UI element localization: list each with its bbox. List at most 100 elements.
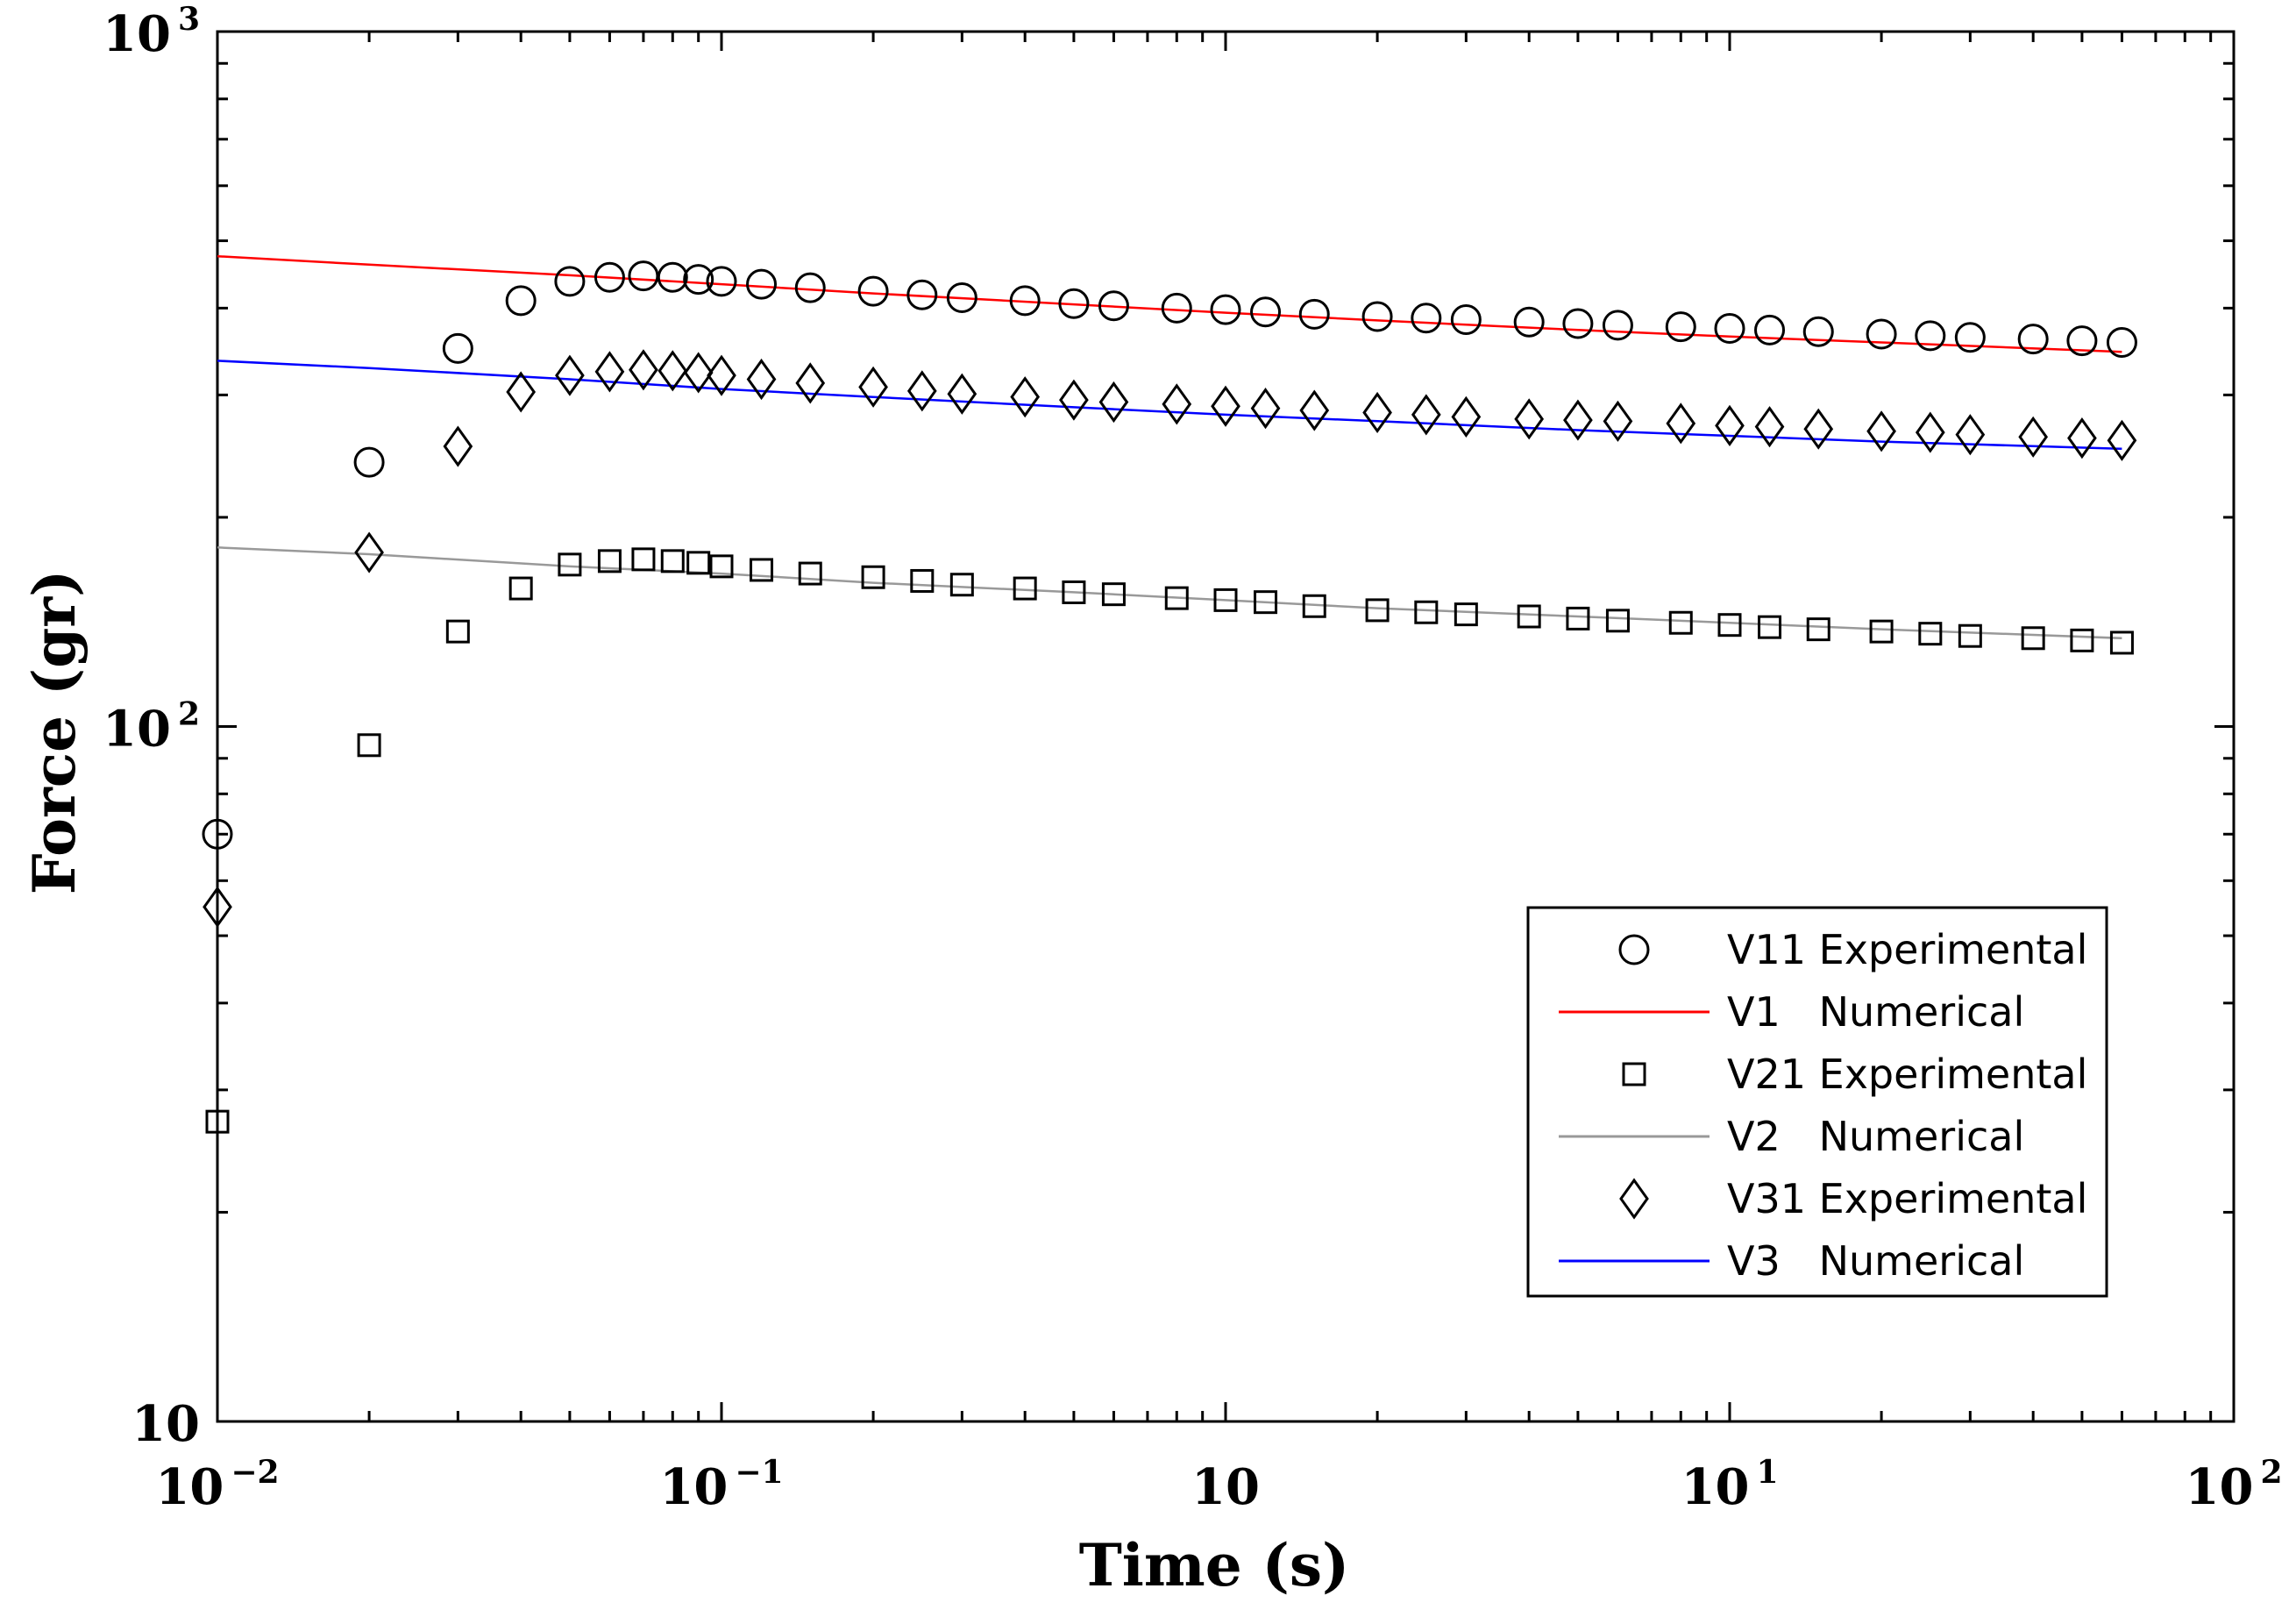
data-point-diamond [858, 366, 888, 408]
series-line [217, 546, 2122, 640]
x-tick-labels: 10 −2 10 −1 10 10 1 10 2 [155, 1454, 2282, 1516]
legend-label: V2 Numerical [1727, 1113, 2024, 1160]
data-point-square [709, 554, 734, 579]
data-point-diamond [2107, 419, 2137, 461]
data-point-diamond [1098, 381, 1129, 424]
data-point-circle [2066, 325, 2098, 357]
data-point-diamond [1299, 389, 1330, 431]
data-point-circle [1714, 312, 1745, 344]
y-axis-title: Force (gr) [20, 570, 89, 895]
data-point-diamond [683, 352, 714, 394]
data-point-square [1013, 576, 1037, 601]
data-point-diamond [629, 349, 658, 391]
y-tick-label: 10 3 [103, 1, 200, 63]
series-lines [217, 254, 2122, 640]
data-point-square [1164, 586, 1189, 610]
data-point-square [910, 568, 935, 593]
data-point-circle [1513, 306, 1545, 338]
data-point-square [861, 565, 885, 589]
data-point-circle [353, 446, 385, 478]
legend-box [1526, 906, 2108, 1298]
data-point-circle [1098, 290, 1129, 322]
data-point-circle [706, 266, 737, 297]
data-point-diamond [594, 351, 625, 393]
legend-marker-square [1622, 1062, 1646, 1086]
y-tick-label: 10 [132, 1395, 200, 1453]
data-point-square [1605, 609, 1630, 633]
data-point-square [750, 558, 774, 582]
data-point-diamond [354, 531, 384, 573]
data-point-diamond [1715, 404, 1745, 446]
data-point-diamond [1451, 395, 1482, 438]
data-point-square [798, 561, 822, 586]
data-point-square [1668, 610, 1693, 635]
data-point-diamond [947, 373, 977, 415]
data-point-circle [1866, 318, 1897, 350]
data-point-circle [2017, 324, 2049, 355]
data-point-diamond [1563, 399, 1593, 441]
data-point-diamond [1250, 388, 1281, 430]
legend-label: V21 Experimental [1727, 1051, 2087, 1098]
data-point-circle [1450, 304, 1482, 336]
data-point-diamond [506, 371, 537, 413]
data-point-square [558, 552, 582, 577]
data-point-diamond [2067, 417, 2097, 459]
data-point-diamond [1514, 398, 1545, 440]
data-point-circle [554, 266, 586, 297]
data-point-diamond [555, 354, 585, 396]
data-point-diamond [1866, 410, 1896, 452]
data-point-square [205, 1109, 230, 1134]
data-point-circle [2106, 327, 2137, 359]
data-point-circle [505, 285, 537, 317]
data-point-square [508, 576, 533, 601]
data-point-diamond [707, 354, 736, 396]
data-point-circle [906, 279, 938, 310]
data-point-square [1101, 582, 1126, 607]
data-point-circle [1250, 296, 1282, 328]
legend-label: V1 Numerical [1727, 988, 2024, 1036]
data-point-circle [202, 818, 233, 850]
data-point-square [1213, 588, 1238, 612]
y-tick-label: 10 2 [103, 696, 200, 759]
data-point-square [597, 549, 622, 573]
x-tick-label: 10 [1191, 1458, 1260, 1516]
data-point-diamond [1915, 411, 1945, 453]
legend-label: V31 Experimental [1727, 1175, 2087, 1222]
data-point-circle [657, 261, 688, 293]
data-point-diamond [1754, 406, 1785, 448]
data-point-circle [946, 282, 977, 314]
data-point-diamond [795, 362, 826, 404]
series-markers [202, 260, 2137, 1134]
data-point-square [660, 549, 685, 573]
data-point-square [2070, 628, 2094, 652]
data-point-diamond [1666, 402, 1696, 445]
data-point-diamond [1955, 414, 1986, 456]
data-point-square [2021, 626, 2045, 651]
legend-label: V11 Experimental [1727, 926, 2087, 973]
data-point-square [1918, 622, 1943, 646]
legend-marker-diamond [1619, 1178, 1649, 1220]
data-point-diamond [1603, 400, 1633, 442]
data-point-square [1254, 590, 1278, 615]
data-point-diamond [1010, 376, 1041, 418]
data-point-diamond [1211, 385, 1240, 427]
data-point-square [445, 619, 470, 644]
data-point-circle [1602, 310, 1633, 341]
axis-ticks [216, 32, 2234, 1423]
data-point-diamond [1362, 391, 1392, 434]
data-point-circle [1562, 308, 1594, 339]
data-point-square [1365, 598, 1390, 623]
data-point-diamond [443, 425, 473, 467]
data-point-square [1414, 600, 1439, 624]
x-tick-label: 10 1 [1681, 1454, 1779, 1516]
data-point-diamond [906, 370, 937, 412]
data-point-square [631, 547, 656, 572]
x-tick-label: 10 −1 [659, 1454, 783, 1516]
data-point-square [1517, 604, 1541, 629]
data-point-diamond [203, 886, 232, 928]
data-point-circle [1058, 288, 1090, 319]
data-point-diamond [1059, 379, 1089, 421]
data-point-diamond [746, 358, 777, 401]
